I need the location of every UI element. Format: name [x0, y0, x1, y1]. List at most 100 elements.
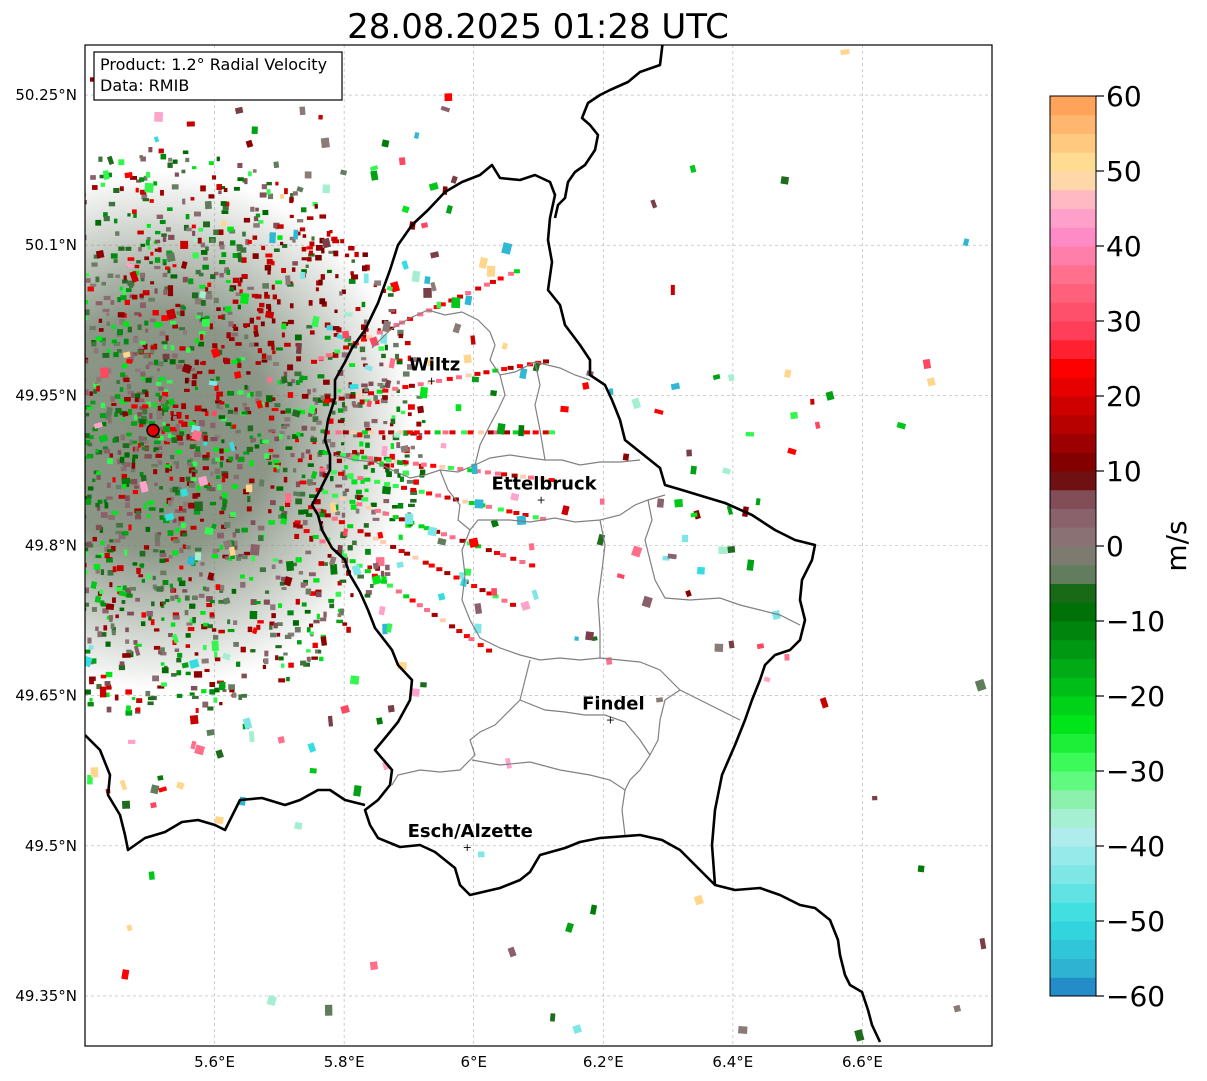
- echo-pixel: [436, 567, 443, 572]
- echo-pixel: [318, 508, 324, 514]
- echo-pixel: [7, 591, 11, 595]
- echo-pixel: [224, 522, 231, 528]
- echo-pixel: [396, 389, 400, 394]
- echo-pixel: [398, 517, 405, 522]
- product-info-box: Product: 1.2° Radial Velocity Data: RMIB: [93, 51, 343, 101]
- echo-pixel: [150, 345, 157, 350]
- echo-pixel: [265, 401, 269, 408]
- echo-pixel: [157, 775, 164, 781]
- echo-pixel: [351, 259, 355, 263]
- echo-pixel: [136, 179, 142, 183]
- echo-pixel: [52, 211, 56, 217]
- echo-pixel: [85, 455, 89, 459]
- echo-pixel: [158, 435, 164, 441]
- colorbar-segment: [1050, 696, 1096, 716]
- echo-pixel: [122, 279, 128, 284]
- echo-pixel: [141, 578, 145, 583]
- echo-pixel: [146, 401, 151, 407]
- echo-pixel: [422, 560, 429, 565]
- echo-pixel: [189, 421, 196, 427]
- echo-pixel: [38, 625, 44, 628]
- echo-pixel: [50, 179, 55, 184]
- echo-pixel: [273, 467, 277, 472]
- echo-pixel: [294, 334, 302, 341]
- echo-pixel: [266, 258, 273, 265]
- echo-pixel: [401, 205, 410, 214]
- echo-pixel: [344, 312, 353, 317]
- echo-pixel: [116, 522, 123, 528]
- echo-pixel: [61, 457, 67, 462]
- echo-pixel: [119, 286, 124, 291]
- echo-pixel: [408, 383, 415, 388]
- echo-pixel: [417, 312, 424, 317]
- echo-pixel: [344, 253, 350, 258]
- echo-pixel: [189, 346, 195, 351]
- echo-pixel: [198, 290, 207, 299]
- echo-pixel: [229, 286, 235, 292]
- echo-pixel: [237, 390, 244, 395]
- colorbar-segment: [1050, 658, 1096, 678]
- echo-pixel: [284, 634, 292, 640]
- echo-pixel: [37, 300, 41, 304]
- echo-pixel: [360, 478, 365, 484]
- echo-pixel: [213, 697, 218, 703]
- echo-pixel: [172, 159, 178, 164]
- echo-pixel: [355, 489, 362, 495]
- echo-pixel: [79, 655, 83, 659]
- echo-pixel: [389, 453, 395, 460]
- echo-pixel: [273, 161, 280, 169]
- echo-pixel: [128, 524, 132, 531]
- colorbar-tick-label: −50: [1106, 905, 1165, 938]
- echo-pixel: [363, 464, 368, 470]
- echo-pixel: [132, 454, 138, 459]
- echo-pixel: [168, 554, 173, 559]
- echo-pixel: [489, 279, 496, 284]
- echo-pixel: [13, 582, 17, 586]
- echo-pixel: [296, 356, 302, 362]
- echo-pixel: [532, 430, 539, 435]
- echo-pixel: [110, 396, 116, 402]
- echo-pixel: [176, 670, 182, 676]
- echo-pixel: [119, 319, 126, 325]
- echo-pixel: [175, 527, 180, 533]
- echo-pixel: [87, 637, 92, 644]
- echo-pixel: [190, 525, 197, 530]
- echo-pixel: [718, 546, 728, 554]
- echo-pixel: [248, 342, 255, 348]
- echo-pixel: [122, 483, 127, 489]
- echo-pixel: [280, 513, 287, 519]
- echo-pixel: [125, 639, 130, 644]
- echo-pixel: [165, 335, 169, 341]
- city-marker: +: [606, 714, 615, 727]
- echo-pixel: [150, 251, 154, 256]
- echo-pixel: [117, 329, 123, 335]
- echo-pixel: [118, 246, 125, 251]
- echo-pixel: [182, 276, 188, 283]
- echo-pixel: [148, 616, 152, 621]
- echo-pixel: [417, 382, 424, 387]
- echo-pixel: [115, 231, 120, 236]
- echo-pixel: [166, 250, 173, 256]
- echo-pixel: [275, 347, 283, 351]
- echo-pixel: [72, 180, 77, 185]
- colorbar-segment: [1050, 977, 1096, 997]
- echo-pixel: [383, 463, 390, 469]
- echo-pixel: [390, 443, 395, 449]
- echo-pixel: [390, 418, 396, 425]
- echo-pixel: [249, 435, 254, 440]
- echo-pixel: [215, 457, 220, 462]
- echo-pixel: [222, 307, 227, 311]
- echo-pixel: [118, 494, 126, 499]
- echo-pixel: [8, 249, 13, 255]
- echo-pixel: [258, 308, 264, 314]
- echo-pixel: [368, 430, 375, 435]
- echo-pixel: [46, 519, 51, 524]
- echo-pixel: [237, 456, 245, 463]
- echo-pixel: [101, 421, 107, 427]
- echo-pixel: [561, 505, 570, 516]
- echo-pixel: [189, 692, 195, 696]
- echo-pixel: [529, 563, 536, 568]
- echo-pixel: [90, 283, 97, 287]
- echo-pixel: [491, 588, 497, 596]
- echo-pixel: [383, 421, 388, 425]
